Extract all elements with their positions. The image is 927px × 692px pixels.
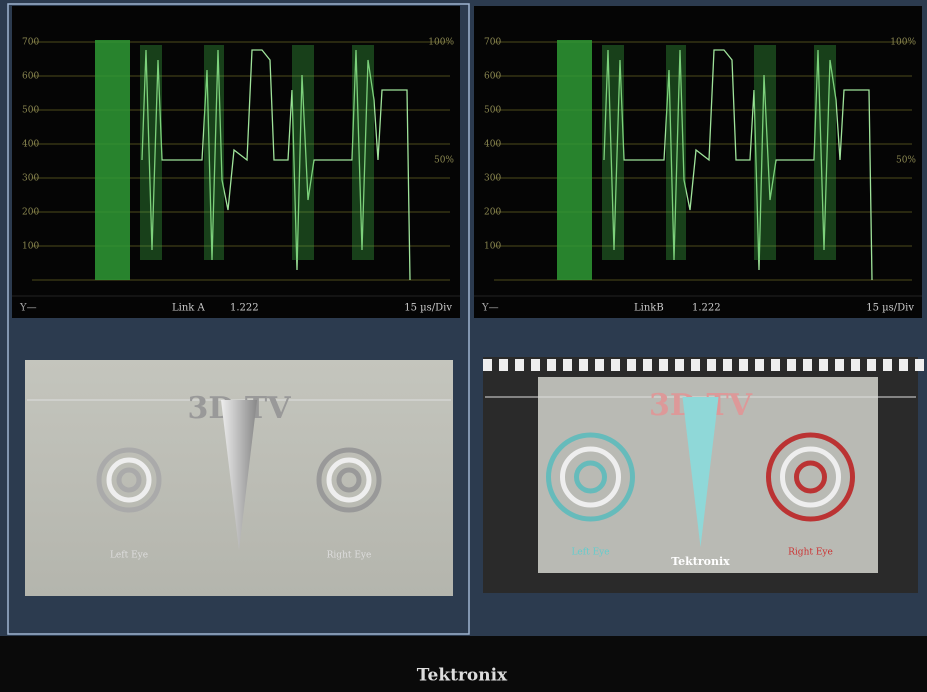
test-pattern-block (531, 359, 540, 371)
target-ring (316, 447, 382, 513)
active-tile-border (7, 3, 470, 635)
test-pattern-block (819, 359, 828, 371)
picture-label: Right Eye (788, 548, 833, 558)
percent-top: 100% (428, 38, 454, 48)
target-ring (96, 447, 162, 513)
trace-block (557, 40, 592, 280)
test-pattern-block (883, 359, 892, 371)
target-ring (336, 467, 362, 493)
scale-label: 100 (484, 242, 501, 252)
test-pattern-block (755, 359, 764, 371)
trace-noise (754, 45, 776, 260)
test-pattern-block (867, 359, 876, 371)
picture-label: Tektronix (671, 555, 730, 568)
scale-label: 600 (22, 72, 39, 82)
trace-noise (814, 45, 836, 260)
target-ring (106, 457, 152, 503)
channel: Y— (19, 303, 37, 314)
logo: Tektronix (417, 666, 508, 686)
test-pattern-block (627, 359, 636, 371)
test-pattern-block (675, 359, 684, 371)
status-bar (0, 636, 927, 692)
percent-mid: 50% (434, 156, 454, 166)
trace-noise (352, 45, 374, 260)
scale-label: 200 (22, 208, 39, 218)
test-pattern-block (595, 359, 604, 371)
scale-label: 500 (484, 106, 501, 116)
scale-label: 100 (22, 242, 39, 252)
picture-label: Left Eye (571, 548, 609, 558)
target-ring (794, 460, 827, 494)
waveform-panel (12, 6, 460, 318)
test-pattern-block (915, 359, 924, 371)
test-pattern-block (803, 359, 812, 371)
trace-noise (666, 45, 686, 260)
target-ring (560, 446, 621, 508)
target-ring (766, 432, 855, 522)
scale-label: 300 (484, 174, 501, 184)
percent-top: 100% (890, 38, 916, 48)
scale-label: 700 (22, 38, 39, 48)
trace-noise (292, 45, 314, 260)
scale-label: 400 (484, 140, 501, 150)
target-ring (780, 446, 841, 508)
trace (141, 49, 411, 281)
test-pattern-block (611, 359, 620, 371)
test-pattern-block (547, 359, 556, 371)
test-pattern-block (515, 359, 524, 371)
scale-label: 500 (22, 106, 39, 116)
picture-label: Right Eye (327, 551, 372, 561)
test-pattern-block (659, 359, 668, 371)
scale-label: 600 (484, 72, 501, 82)
target-ring (326, 457, 372, 503)
trace-noise (140, 45, 162, 260)
trace-noise (602, 45, 624, 260)
test-pattern-block (643, 359, 652, 371)
test-pattern-block (563, 359, 572, 371)
trace-noise (204, 45, 224, 260)
test-pattern-block (723, 359, 732, 371)
test-pattern-block (707, 359, 716, 371)
link: Link A (172, 303, 206, 314)
test-pattern-block (579, 359, 588, 371)
trace-block (95, 40, 130, 280)
scale-label: 200 (484, 208, 501, 218)
percent-mid: 50% (896, 156, 916, 166)
channel: Y— (481, 303, 499, 314)
test-pattern-block (483, 359, 492, 371)
cone (682, 397, 719, 547)
test-pattern-block (835, 359, 844, 371)
trace (603, 49, 873, 281)
test-pattern-block (771, 359, 780, 371)
test-pattern-block (691, 359, 700, 371)
test-pattern-block (499, 359, 508, 371)
target-ring (546, 432, 635, 522)
cone (221, 400, 257, 550)
picture-label: Left Eye (110, 551, 148, 561)
target-ring (116, 467, 142, 493)
ratio: 1.222 (692, 303, 721, 314)
timebase: 15 µs/Div (404, 303, 452, 314)
scale-label: 400 (22, 140, 39, 150)
timebase: 15 µs/Div (866, 303, 914, 314)
test-pattern-block (787, 359, 796, 371)
scale-label: 700 (484, 38, 501, 48)
link: LinkB (634, 303, 664, 314)
waveform-panel (474, 6, 922, 318)
test-pattern-block (899, 359, 908, 371)
ratio: 1.222 (230, 303, 259, 314)
test-pattern-block (851, 359, 860, 371)
test-pattern-block (739, 359, 748, 371)
target-ring (574, 460, 607, 494)
scale-label: 300 (22, 174, 39, 184)
